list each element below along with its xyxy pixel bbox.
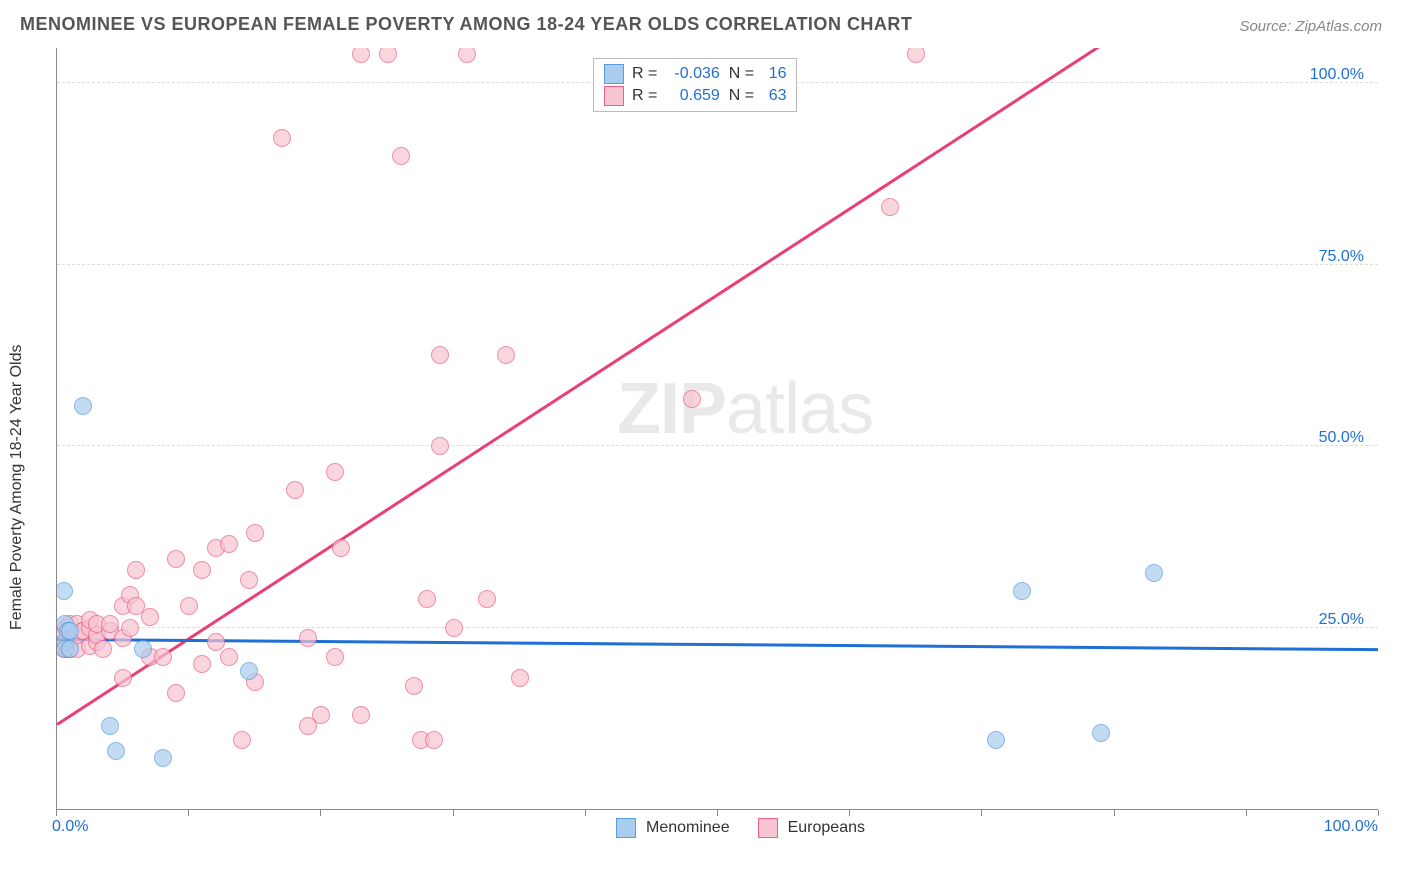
point-europeans bbox=[193, 561, 211, 579]
point-europeans bbox=[312, 706, 330, 724]
y-tick-label: 100.0% bbox=[1310, 66, 1364, 84]
x-tick-label: 100.0% bbox=[1324, 818, 1378, 892]
legend-label-menominee: Menominee bbox=[646, 819, 730, 837]
x-tick bbox=[453, 810, 454, 816]
point-europeans bbox=[326, 463, 344, 481]
point-menominee bbox=[101, 717, 119, 735]
swatch-menominee bbox=[616, 818, 636, 838]
point-menominee bbox=[1092, 724, 1110, 742]
point-europeans bbox=[497, 346, 515, 364]
plot-area: ZIPatlas 25.0% 50.0% 75.0% 100.0% R = -0.036… bbox=[56, 48, 1378, 810]
point-europeans bbox=[220, 535, 238, 553]
point-europeans bbox=[431, 437, 449, 455]
point-europeans bbox=[121, 619, 139, 637]
legend-label-europeans: Europeans bbox=[788, 819, 865, 837]
point-europeans bbox=[379, 48, 397, 63]
point-menominee bbox=[74, 397, 92, 415]
legend-item-menominee: Menominee bbox=[616, 818, 730, 838]
y-tick-label: 25.0% bbox=[1319, 611, 1364, 629]
point-europeans bbox=[180, 597, 198, 615]
x-tick bbox=[1114, 810, 1115, 816]
trend-line-menominee bbox=[57, 638, 1378, 651]
point-europeans bbox=[907, 48, 925, 63]
point-menominee bbox=[107, 742, 125, 760]
point-europeans bbox=[141, 608, 159, 626]
point-europeans bbox=[458, 48, 476, 63]
point-menominee bbox=[56, 582, 73, 600]
point-europeans bbox=[286, 481, 304, 499]
point-europeans bbox=[167, 684, 185, 702]
watermark: ZIPatlas bbox=[617, 368, 873, 450]
x-tick bbox=[56, 810, 57, 816]
x-tick bbox=[981, 810, 982, 816]
x-tick bbox=[585, 810, 586, 816]
point-europeans bbox=[431, 346, 449, 364]
point-europeans bbox=[273, 129, 291, 147]
point-europeans bbox=[101, 615, 119, 633]
point-europeans bbox=[240, 571, 258, 589]
y-tick-label: 75.0% bbox=[1319, 248, 1364, 266]
x-tick bbox=[188, 810, 189, 816]
trend-line-europeans bbox=[56, 48, 1378, 725]
series-legend: Menominee Europeans bbox=[616, 818, 865, 838]
x-tick bbox=[1246, 810, 1247, 816]
point-europeans bbox=[332, 539, 350, 557]
point-europeans bbox=[405, 677, 423, 695]
point-menominee bbox=[134, 640, 152, 658]
swatch-europeans bbox=[758, 818, 778, 838]
chart-title: MENOMINEE VS EUROPEAN FEMALE POVERTY AMO… bbox=[20, 14, 912, 35]
point-europeans bbox=[683, 390, 701, 408]
point-europeans bbox=[352, 48, 370, 63]
stats-legend: R = -0.036 N = 16R = 0.659 N = 63 bbox=[593, 58, 797, 112]
point-europeans bbox=[352, 706, 370, 724]
y-tick-label: 50.0% bbox=[1319, 429, 1364, 447]
point-menominee bbox=[240, 662, 258, 680]
point-europeans bbox=[478, 590, 496, 608]
x-tick bbox=[1378, 810, 1379, 816]
point-menominee bbox=[154, 749, 172, 767]
gridline bbox=[57, 445, 1378, 446]
point-europeans bbox=[326, 648, 344, 666]
swatch-menominee bbox=[604, 64, 624, 84]
gridline bbox=[57, 264, 1378, 265]
point-menominee bbox=[61, 640, 79, 658]
point-europeans bbox=[154, 648, 172, 666]
point-europeans bbox=[207, 633, 225, 651]
point-europeans bbox=[193, 655, 211, 673]
point-europeans bbox=[246, 524, 264, 542]
point-europeans bbox=[425, 731, 443, 749]
point-europeans bbox=[220, 648, 238, 666]
gridline bbox=[57, 627, 1378, 628]
stats-row-menominee: R = -0.036 N = 16 bbox=[604, 63, 786, 85]
point-europeans bbox=[511, 669, 529, 687]
point-europeans bbox=[392, 147, 410, 165]
x-tick bbox=[849, 810, 850, 816]
stats-text-menominee: R = -0.036 N = 16 bbox=[632, 63, 786, 85]
legend-item-europeans: Europeans bbox=[758, 818, 865, 838]
watermark-atlas: atlas bbox=[726, 369, 873, 449]
stats-row-europeans: R = 0.659 N = 63 bbox=[604, 85, 786, 107]
stats-text-europeans: R = 0.659 N = 63 bbox=[632, 85, 786, 107]
x-tick bbox=[320, 810, 321, 816]
point-europeans bbox=[418, 590, 436, 608]
point-europeans bbox=[127, 561, 145, 579]
x-tick bbox=[717, 810, 718, 816]
point-europeans bbox=[233, 731, 251, 749]
point-europeans bbox=[881, 198, 899, 216]
swatch-europeans bbox=[604, 86, 624, 106]
watermark-zip: ZIP bbox=[617, 369, 726, 449]
point-menominee bbox=[61, 622, 79, 640]
source-attribution: Source: ZipAtlas.com bbox=[1239, 18, 1382, 35]
point-menominee bbox=[1013, 582, 1031, 600]
point-menominee bbox=[1145, 564, 1163, 582]
point-menominee bbox=[987, 731, 1005, 749]
point-europeans bbox=[94, 640, 112, 658]
point-europeans bbox=[445, 619, 463, 637]
y-axis-label: Female Poverty Among 18-24 Year Olds bbox=[8, 345, 26, 631]
point-europeans bbox=[167, 550, 185, 568]
x-tick-label: 0.0% bbox=[52, 818, 88, 892]
point-europeans bbox=[299, 629, 317, 647]
point-europeans bbox=[114, 669, 132, 687]
